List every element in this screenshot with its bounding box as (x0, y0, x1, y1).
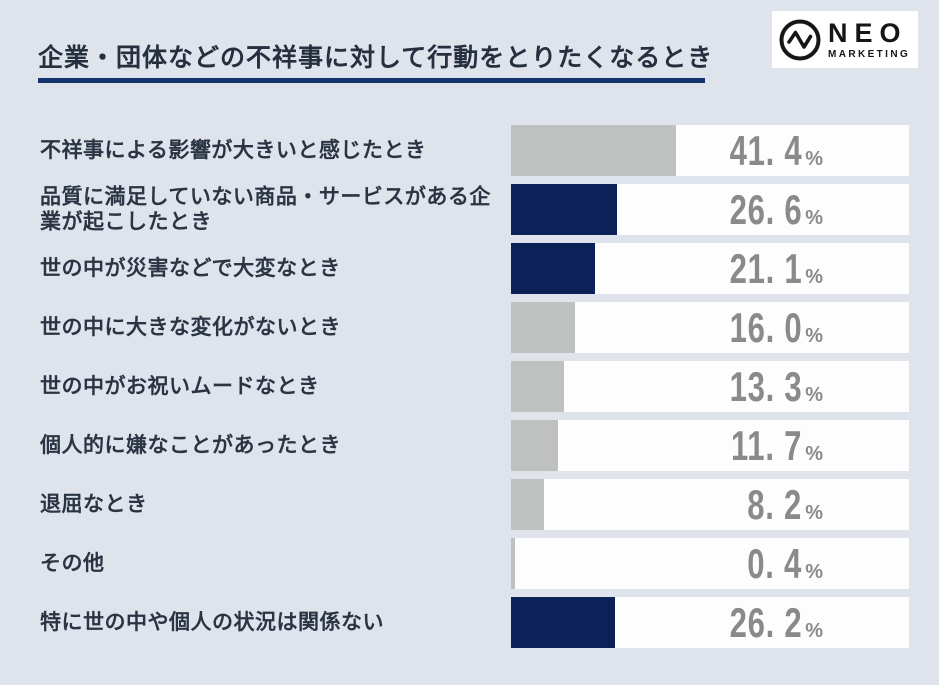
chart-row: 世の中が災害などで大変なとき 21. 1% (0, 243, 939, 294)
bar-value: 26. 6% (511, 184, 909, 235)
bar-value-number: 21. 1 (729, 245, 803, 292)
bar-value-unit: % (805, 502, 823, 524)
bar-label: 世の中がお祝いムードなとき (40, 374, 320, 398)
bar-track: 21. 1% (511, 243, 909, 294)
bar-label: 世の中に大きな変化がないとき (40, 315, 341, 339)
page-title: 企業・団体などの不祥事に対して行動をとりたくなるとき (38, 44, 714, 72)
bar-track: 26. 6% (511, 184, 909, 235)
bar-label: その他 (40, 551, 105, 575)
bar-track: 11. 7% (511, 420, 909, 471)
bar-track: 16. 0% (511, 302, 909, 353)
bar-value-unit: % (805, 443, 823, 465)
bar-track: 8. 2% (511, 479, 909, 530)
chart-row: 世の中に大きな変化がないとき 16. 0% (0, 302, 939, 353)
bar-value: 21. 1% (511, 243, 909, 294)
bar-track: 13. 3% (511, 361, 909, 412)
bar-value-number: 26. 6 (729, 186, 803, 233)
bar-value-number: 16. 0 (729, 304, 803, 351)
logo-text: NEO MARKETING (828, 17, 911, 60)
title-underline (38, 78, 705, 83)
bar-value-number: 11. 7 (731, 422, 803, 469)
bar-value: 26. 2% (511, 597, 909, 648)
bar-fill (511, 538, 515, 589)
bar-value-unit: % (805, 266, 823, 288)
bar-value-number: 41. 4 (729, 127, 803, 174)
neo-logo-pulse-circle-icon (779, 19, 821, 60)
bar-label: 世の中が災害などで大変なとき (40, 256, 341, 280)
bar-value: 8. 2% (511, 479, 909, 530)
bar-value-unit: % (805, 325, 823, 347)
bar-value: 13. 3% (511, 361, 909, 412)
bar-track: 26. 2% (511, 597, 909, 648)
bar-value-unit: % (805, 561, 823, 583)
bar-label: 品質に満足していない商品・サービスがある企業が起こしたとき (40, 184, 491, 234)
chart-row: 特に世の中や個人の状況は関係ない 26. 2% (0, 597, 939, 648)
chart-row: 退屈なとき 8. 2% (0, 479, 939, 530)
bar-label: 不祥事による影響が大きいと感じたとき (40, 138, 427, 162)
chart-row: その他 0. 4% (0, 538, 939, 589)
bar-fill (511, 184, 617, 235)
bar-value: 11. 7% (511, 420, 909, 471)
chart-row: 品質に満足していない商品・サービスがある企業が起こしたとき 26. 6% (0, 184, 939, 235)
bar-value-unit: % (805, 384, 823, 406)
chart-row: 世の中がお祝いムードなとき 13. 3% (0, 361, 939, 412)
logo-sub: MARKETING (828, 48, 911, 60)
bar-fill (511, 243, 595, 294)
bar-fill (511, 125, 676, 176)
bar-fill (511, 420, 558, 471)
bar-value: 41. 4% (511, 125, 909, 176)
chart-row: 不祥事による影響が大きいと感じたとき 41. 4% (0, 125, 939, 176)
bar-value: 16. 0% (511, 302, 909, 353)
bar-chart: 不祥事による影響が大きいと感じたとき 41. 4% 品質に満足していない商品・サービ… (0, 125, 939, 656)
chart-row: 個人的に嫌なことがあったとき 11. 7% (0, 420, 939, 471)
bar-value-number: 13. 3 (729, 363, 803, 410)
bar-value-number: 0. 4 (747, 540, 803, 587)
bar-value-unit: % (805, 207, 823, 229)
bar-fill (511, 479, 544, 530)
logo-name: NEO (828, 17, 908, 48)
bar-track: 0. 4% (511, 538, 909, 589)
bar-value-number: 8. 2 (747, 481, 803, 528)
bar-fill (511, 302, 575, 353)
bar-value-number: 26. 2 (729, 599, 803, 646)
bar-fill (511, 597, 616, 648)
bar-label: 特に世の中や個人の状況は関係ない (40, 610, 384, 634)
bar-fill (511, 361, 564, 412)
bar-track: 41. 4% (511, 125, 909, 176)
bar-value: 0. 4% (511, 538, 909, 589)
bar-label: 退屈なとき (40, 492, 148, 516)
bar-label: 個人的に嫌なことがあったとき (40, 433, 341, 457)
neo-marketing-logo: NEO MARKETING (772, 11, 918, 68)
bar-value-unit: % (805, 148, 823, 170)
bar-value-unit: % (805, 620, 823, 642)
